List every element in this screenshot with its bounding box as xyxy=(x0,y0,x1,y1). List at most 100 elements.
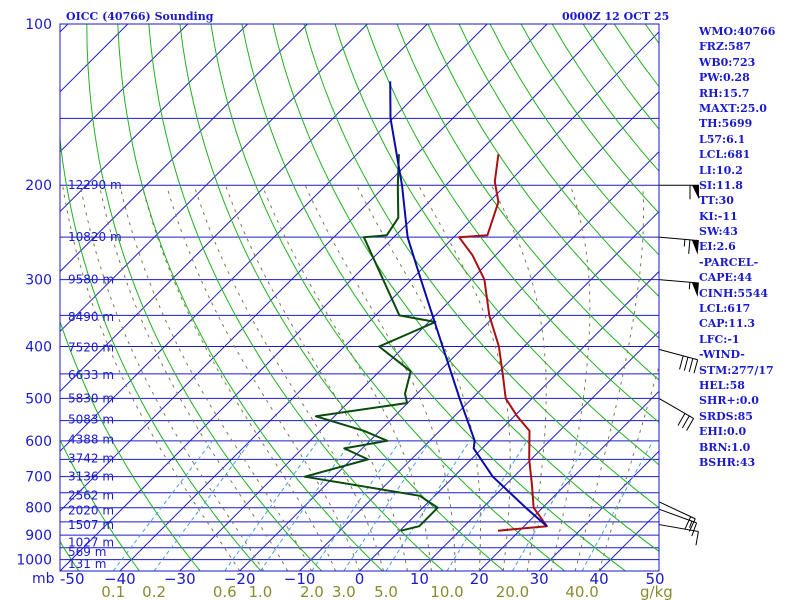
pressure-tick-label: 1000 xyxy=(16,553,52,569)
isotherm-line xyxy=(239,150,659,571)
wind-barb-feather xyxy=(686,418,695,431)
wind-barb-feather xyxy=(679,355,684,370)
index-item: -PARCEL- xyxy=(699,255,759,269)
isotherm-line xyxy=(60,24,428,393)
dry-adiabat-line xyxy=(365,24,659,423)
index-item: WB0:723 xyxy=(699,55,756,69)
pressure-tick-label: 200 xyxy=(25,178,52,194)
index-item: PW:0.28 xyxy=(699,71,750,85)
index-item: STM:277/17 xyxy=(699,363,774,377)
height-label: 6633 m xyxy=(68,368,114,382)
index-item: LFC:-1 xyxy=(699,332,740,346)
index-item: TT:30 xyxy=(699,194,734,208)
moist-adiabat-line xyxy=(261,185,432,571)
index-item: BRN:1.0 xyxy=(699,440,751,454)
moist-adiabat-line xyxy=(304,184,456,571)
wind-barb-flag xyxy=(692,185,699,200)
dry-adiabat-line xyxy=(148,24,444,571)
mixing-ratio-line xyxy=(446,440,528,571)
index-item: EI:2.6 xyxy=(699,240,736,254)
index-item: TH:5699 xyxy=(699,117,753,131)
dewpoint-profile xyxy=(303,154,439,532)
height-label: 1507 m xyxy=(68,518,114,532)
index-item: WMO:40766 xyxy=(699,25,776,38)
height-label: 2562 m xyxy=(68,489,114,503)
wind-barb-feather xyxy=(695,531,699,546)
height-label: 3742 m xyxy=(68,452,114,466)
dry-adiabat-line xyxy=(396,24,659,381)
mixing-ratio-line xyxy=(385,440,471,571)
isotherm-line xyxy=(119,31,659,571)
pressure-tick-label: 100 xyxy=(25,17,52,33)
wind-barb-shaft xyxy=(658,524,699,533)
pressure-tick-label: 400 xyxy=(25,340,52,356)
index-item: EHI:0.0 xyxy=(699,425,747,439)
temperature-tick-label: 0 xyxy=(355,570,365,588)
wind-barb-flag xyxy=(691,282,699,298)
mixing-ratio-label: 0.6 xyxy=(213,583,237,600)
mixing-ratio-unit: g/kg xyxy=(640,583,673,600)
moist-adiabat-line xyxy=(418,184,511,571)
index-item: L57:6.1 xyxy=(699,132,746,146)
index-item: SW:43 xyxy=(699,225,738,239)
temperature-tick-label: 10 xyxy=(410,570,429,588)
temperature-tick-label: 30 xyxy=(530,570,549,588)
isotherm-line xyxy=(60,24,189,153)
height-label: 4388 m xyxy=(68,432,114,446)
dry-adiabat-line xyxy=(427,24,659,339)
height-label: 7520 m xyxy=(68,341,114,355)
dry-adiabat-line xyxy=(334,24,659,466)
temperature-tick-label: −20 xyxy=(224,570,256,588)
wind-barb-feather xyxy=(693,359,699,374)
mixing-ratio-label: 0.1 xyxy=(101,583,125,600)
moist-adiabat-line xyxy=(141,185,336,571)
wind-barb-shaft xyxy=(658,397,694,419)
wind-barb-feather xyxy=(691,522,698,537)
wind-barb-flag xyxy=(691,240,699,255)
moist-adiabat-line xyxy=(62,185,241,571)
mixing-ratio-label: 20.0 xyxy=(496,583,529,600)
wind-barb xyxy=(659,184,699,200)
moist-adiabat-line xyxy=(574,185,644,571)
height-label: 569 m xyxy=(68,545,106,559)
temperature-tick-label: 50 xyxy=(645,570,664,588)
index-item: KI:-11 xyxy=(699,209,738,223)
index-item: LCL:681 xyxy=(699,148,751,162)
mixing-ratio-label: 0.2 xyxy=(142,583,166,600)
pressure-tick-label: 300 xyxy=(25,273,52,289)
wind-barb-half-feather xyxy=(689,520,693,528)
wind-barb-feather xyxy=(683,357,689,371)
wind-barb xyxy=(658,236,699,255)
moist-adiabat-line xyxy=(225,185,408,571)
height-label: 131 m xyxy=(68,557,106,571)
index-item: SRDS:85 xyxy=(699,409,753,423)
index-item: -WIND- xyxy=(699,348,745,362)
index-item: SHR+:0.0 xyxy=(699,394,759,408)
temperature-tick-label: −30 xyxy=(164,570,196,588)
wind-barb xyxy=(658,397,695,431)
mixing-ratio-line xyxy=(581,440,654,571)
isotherm-line xyxy=(60,24,368,333)
index-item: SI:11.8 xyxy=(699,178,743,192)
parcel-profile xyxy=(389,81,548,527)
index-item: RH:15.7 xyxy=(699,86,750,100)
mixing-ratio-line xyxy=(224,440,319,571)
height-label: 1027 m xyxy=(68,536,114,550)
height-label: 5830 m xyxy=(68,391,114,405)
temperature-tick-label: 40 xyxy=(590,570,609,588)
height-label: 9580 m xyxy=(68,273,114,287)
mixing-ratio-label: 40.0 xyxy=(565,583,598,600)
mixing-ratio-line xyxy=(512,440,589,571)
isotherm-line xyxy=(60,24,608,571)
wind-barb-feather xyxy=(688,358,694,373)
index-item: CAP:11.3 xyxy=(699,317,756,331)
dry-adiabat-line xyxy=(60,438,140,571)
dry-adiabat-line xyxy=(458,24,659,298)
isotherm-line xyxy=(538,450,659,571)
wind-barb-feather xyxy=(681,415,690,429)
index-item: LCL:617 xyxy=(699,302,751,316)
isotherm-line xyxy=(60,24,548,512)
wind-barb-shaft xyxy=(658,501,696,520)
wind-barb-half-feather xyxy=(683,239,686,247)
mixing-ratio-label: 3.0 xyxy=(332,583,356,600)
